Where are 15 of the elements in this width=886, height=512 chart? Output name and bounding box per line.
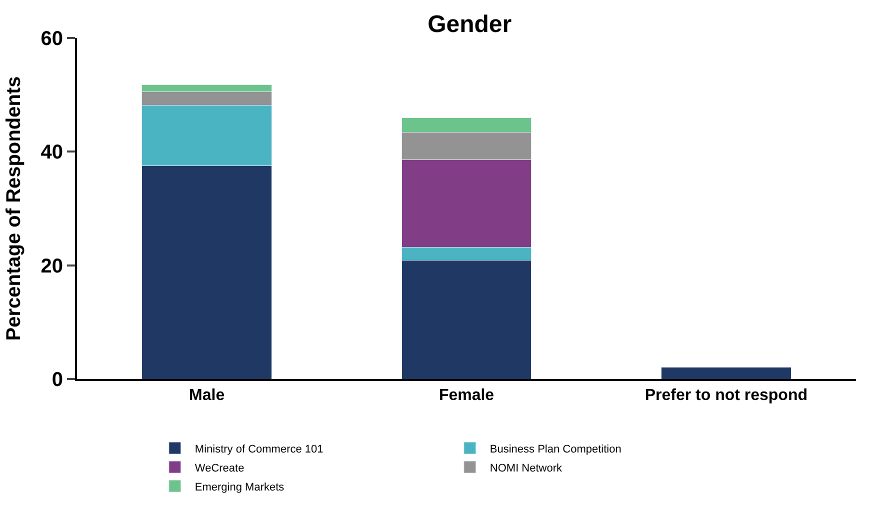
y-tick-label: 60 — [40, 28, 63, 50]
legend-label: Ministry of Commerce 101 — [194, 443, 324, 456]
y-axis-title: Percentage of Respondents — [2, 76, 25, 341]
legend-label: Business Plan Competition — [490, 443, 622, 456]
x-tick-label: Prefer to not respond — [644, 387, 808, 404]
y-tick-label: 40 — [40, 142, 63, 164]
legend-label: NOMI Network — [490, 462, 563, 474]
x-tick-label: Female — [438, 387, 494, 404]
x-tick-label: Male — [189, 387, 225, 404]
chart-title: Gender — [428, 11, 512, 38]
legend-label: WeCreate — [194, 462, 244, 474]
bar — [661, 366, 792, 379]
y-tick-label: 0 — [52, 369, 63, 391]
legend-label: Emerging Markets — [194, 481, 285, 494]
y-tick-label: 20 — [40, 255, 63, 278]
